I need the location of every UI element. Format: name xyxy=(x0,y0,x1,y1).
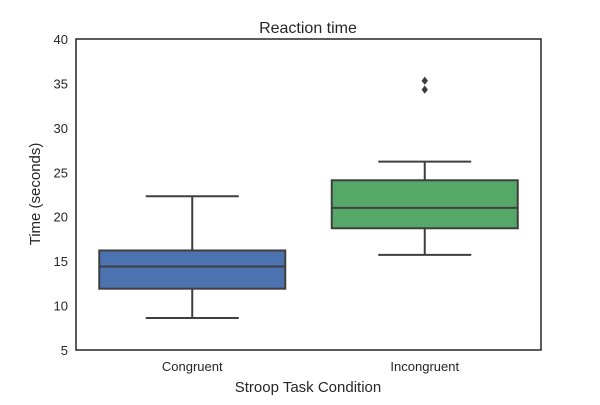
outlier-point xyxy=(421,76,428,85)
y-tick-label: 35 xyxy=(54,76,68,91)
x-tick-labels: Congruent Incongruent xyxy=(162,359,460,374)
box-series xyxy=(98,76,519,320)
y-tick-label: 15 xyxy=(54,254,68,269)
y-tick-label: 25 xyxy=(54,165,68,180)
box-iqr xyxy=(330,179,519,230)
x-axis-label: Stroop Task Condition xyxy=(235,379,381,396)
y-axis-label: Time (seconds) xyxy=(27,143,44,246)
y-tick-label: 30 xyxy=(54,121,68,136)
chart-title: Reaction time xyxy=(259,20,357,37)
y-tick-label: 40 xyxy=(54,32,68,47)
box-iqr xyxy=(98,249,287,290)
box-group xyxy=(98,195,287,320)
outlier-point xyxy=(421,85,428,94)
y-tick-label: 5 xyxy=(61,343,68,358)
x-tick-label: Congruent xyxy=(162,359,223,374)
y-tick-label: 10 xyxy=(54,299,68,314)
y-tick-labels: 5 10 15 20 25 30 35 40 xyxy=(54,32,68,358)
y-tick-label: 20 xyxy=(54,210,68,225)
x-tick-label: Incongruent xyxy=(390,359,459,374)
plot-frame xyxy=(75,38,542,351)
box-group xyxy=(330,76,519,256)
